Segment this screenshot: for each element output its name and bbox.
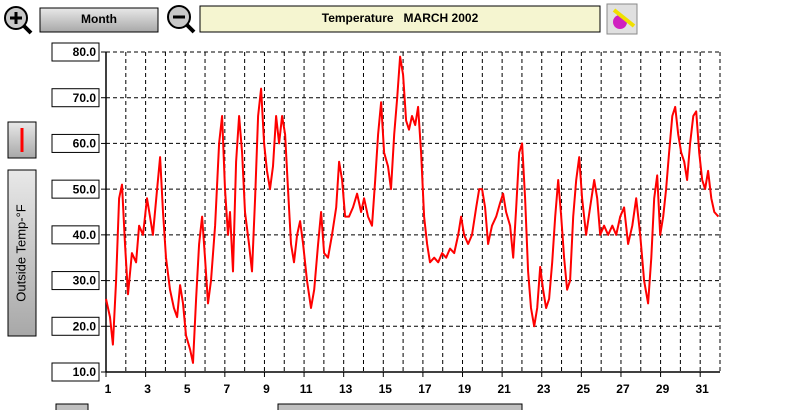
chart-title: Temperature MARCH 2002 xyxy=(322,11,479,25)
x-tick-label: 27 xyxy=(616,382,630,396)
y-tick-label: 30.0 xyxy=(73,274,97,288)
y-tick-box xyxy=(51,316,100,336)
y-axis-label: Outside Temp-°F xyxy=(13,204,28,301)
y-tick-box xyxy=(51,133,100,153)
x-tick-label: 23 xyxy=(537,382,551,396)
zoom-in-button[interactable] xyxy=(4,6,33,35)
y-tick-label: 60.0 xyxy=(73,137,97,151)
zoom-out-button[interactable] xyxy=(167,5,196,34)
title-box xyxy=(199,5,601,33)
x-tick-label: 13 xyxy=(339,382,353,396)
x-tick-label: 31 xyxy=(696,382,710,396)
y-tick-box xyxy=(51,362,100,382)
scroll-bar[interactable] xyxy=(277,403,523,410)
y-tick-label: 40.0 xyxy=(73,228,97,242)
y-tick-box xyxy=(51,271,100,291)
plot-area: 10.020.030.040.050.060.070.080.01 3 5 7 9 11 1… xyxy=(51,42,721,396)
y-tick-box xyxy=(51,225,100,245)
y-tick-label: 50.0 xyxy=(73,182,97,196)
print-button[interactable] xyxy=(606,3,638,35)
scroll-button[interactable] xyxy=(55,403,89,410)
y-tick-box xyxy=(51,179,100,199)
line-style-button[interactable] xyxy=(7,121,37,159)
x-tick-label: 15 xyxy=(379,382,393,396)
period-button[interactable]: Month xyxy=(39,7,159,33)
temperature-line xyxy=(105,55,720,364)
x-tick-label: 29 xyxy=(656,382,670,396)
x-tick-label: 17 xyxy=(418,382,432,396)
plot-background xyxy=(106,52,720,372)
x-tick-label: 3 xyxy=(144,382,151,396)
x-tick-label: 9 xyxy=(263,382,270,396)
x-tick-label: 21 xyxy=(497,382,511,396)
x-tick-label: 5 xyxy=(184,382,191,396)
x-tick-label: 11 xyxy=(300,382,313,396)
y-tick-label: 10.0 xyxy=(73,365,97,379)
x-tick-label: 19 xyxy=(458,382,472,396)
period-label: Month xyxy=(81,12,117,26)
y-tick-box xyxy=(51,88,100,108)
axis-button[interactable]: Outside Temp-°F xyxy=(7,169,37,337)
x-tick-label: 25 xyxy=(577,382,591,396)
x-tick-label: 7 xyxy=(223,382,230,396)
y-tick-label: 20.0 xyxy=(73,319,97,333)
y-tick-box xyxy=(51,42,100,62)
y-tick-label: 80.0 xyxy=(73,45,97,59)
y-tick-label: 70.0 xyxy=(73,91,97,105)
x-tick-label: 1 xyxy=(105,382,112,396)
